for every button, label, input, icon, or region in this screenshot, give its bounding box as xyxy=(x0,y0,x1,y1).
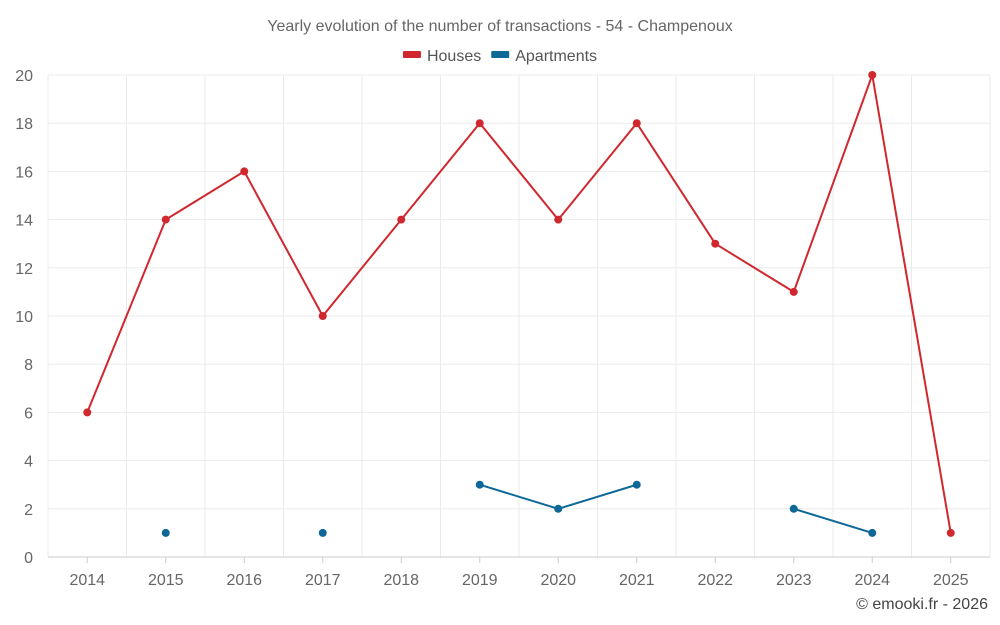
data-point-houses[interactable] xyxy=(83,408,92,417)
y-tick-label: 14 xyxy=(15,213,33,230)
data-point-houses[interactable] xyxy=(868,71,877,79)
x-tick-label: 2018 xyxy=(383,572,419,589)
data-point-apartments[interactable] xyxy=(161,528,170,537)
data-point-houses[interactable] xyxy=(946,528,955,537)
gridlines xyxy=(47,74,991,557)
x-tick-label: 2024 xyxy=(854,572,890,589)
y-tick-label: 6 xyxy=(24,405,33,422)
data-point-houses[interactable] xyxy=(318,312,327,320)
data-point-houses[interactable] xyxy=(789,287,798,296)
y-tick-label: 0 xyxy=(24,550,33,567)
legend-item-houses[interactable]: Houses xyxy=(402,48,481,65)
legend: Houses Apartments xyxy=(402,48,597,65)
x-tick-label: 2019 xyxy=(462,572,498,589)
data-point-apartments[interactable] xyxy=(318,528,327,537)
data-point-apartments[interactable] xyxy=(632,480,641,489)
x-tick-label: 2025 xyxy=(933,572,969,589)
x-tick-label: 2021 xyxy=(619,572,655,589)
x-tick-label: 2016 xyxy=(226,572,262,589)
legend-label-apartments: Apartments xyxy=(515,48,597,65)
x-tick-label: 2015 xyxy=(148,572,184,589)
x-tick-label: 2022 xyxy=(697,572,733,589)
data-point-apartments[interactable] xyxy=(475,480,484,489)
y-tick-label: 12 xyxy=(15,261,33,278)
data-point-houses[interactable] xyxy=(554,215,563,224)
data-point-houses[interactable] xyxy=(161,215,170,224)
plot-area xyxy=(83,71,955,537)
y-tick-label: 4 xyxy=(24,454,33,471)
legend-label-houses: Houses xyxy=(427,48,481,65)
x-axis: 2014 2015 2016 2017 2018 2019 2020 2021 2022 2023… xyxy=(48,556,990,589)
legend-swatch-houses xyxy=(402,51,421,58)
data-point-apartments[interactable] xyxy=(554,504,563,513)
data-point-houses[interactable] xyxy=(240,167,249,176)
credit-text: © emooki.fr - 2026 xyxy=(856,596,988,613)
y-tick-label: 20 xyxy=(15,68,33,85)
y-tick-label: 8 xyxy=(24,357,33,374)
x-tick-label: 2023 xyxy=(776,572,812,589)
series-line-apartments xyxy=(793,507,873,534)
x-tick-label: 2014 xyxy=(69,572,105,589)
y-axis: 0 2 4 6 8 10 12 14 16 18 20 xyxy=(15,68,33,567)
y-tick-label: 16 xyxy=(15,164,33,181)
data-point-apartments[interactable] xyxy=(789,504,798,513)
y-tick-label: 18 xyxy=(15,116,33,133)
y-tick-label: 2 xyxy=(24,502,33,519)
series-houses xyxy=(83,71,955,537)
series-line-houses xyxy=(86,74,952,534)
legend-item-apartments[interactable]: Apartments xyxy=(491,48,597,65)
legend-swatch-apartments xyxy=(491,51,510,58)
data-point-apartments[interactable] xyxy=(868,528,877,537)
y-tick-label: 10 xyxy=(15,309,33,326)
x-tick-label: 2017 xyxy=(305,572,341,589)
data-point-houses[interactable] xyxy=(632,119,641,128)
x-tick-label: 2020 xyxy=(540,572,576,589)
chart-title: Yearly evolution of the number of transa… xyxy=(267,18,732,35)
data-point-houses[interactable] xyxy=(475,119,484,128)
series-apartments xyxy=(161,480,877,537)
data-point-houses[interactable] xyxy=(711,239,720,248)
data-point-houses[interactable] xyxy=(397,215,406,224)
